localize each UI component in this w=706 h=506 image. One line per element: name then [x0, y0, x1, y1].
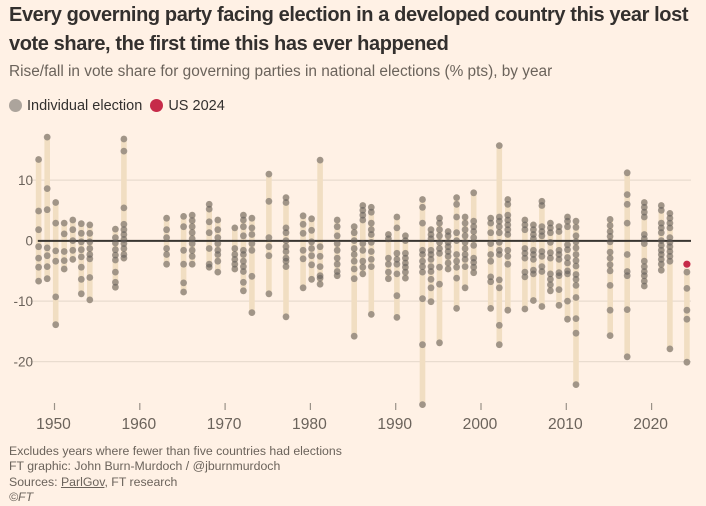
svg-text:2010: 2010	[548, 416, 583, 433]
svg-text:1960: 1960	[121, 416, 156, 433]
svg-text:1950: 1950	[36, 416, 71, 433]
svg-text:1970: 1970	[207, 416, 242, 433]
svg-text:0: 0	[25, 234, 33, 249]
svg-text:1990: 1990	[377, 416, 412, 433]
svg-text:1980: 1980	[292, 416, 327, 433]
svg-text:2020: 2020	[633, 416, 668, 433]
svg-text:2000: 2000	[463, 416, 498, 433]
svg-text:10: 10	[18, 173, 33, 188]
svg-text:-20: -20	[13, 355, 33, 370]
svg-text:-10: -10	[13, 294, 33, 309]
